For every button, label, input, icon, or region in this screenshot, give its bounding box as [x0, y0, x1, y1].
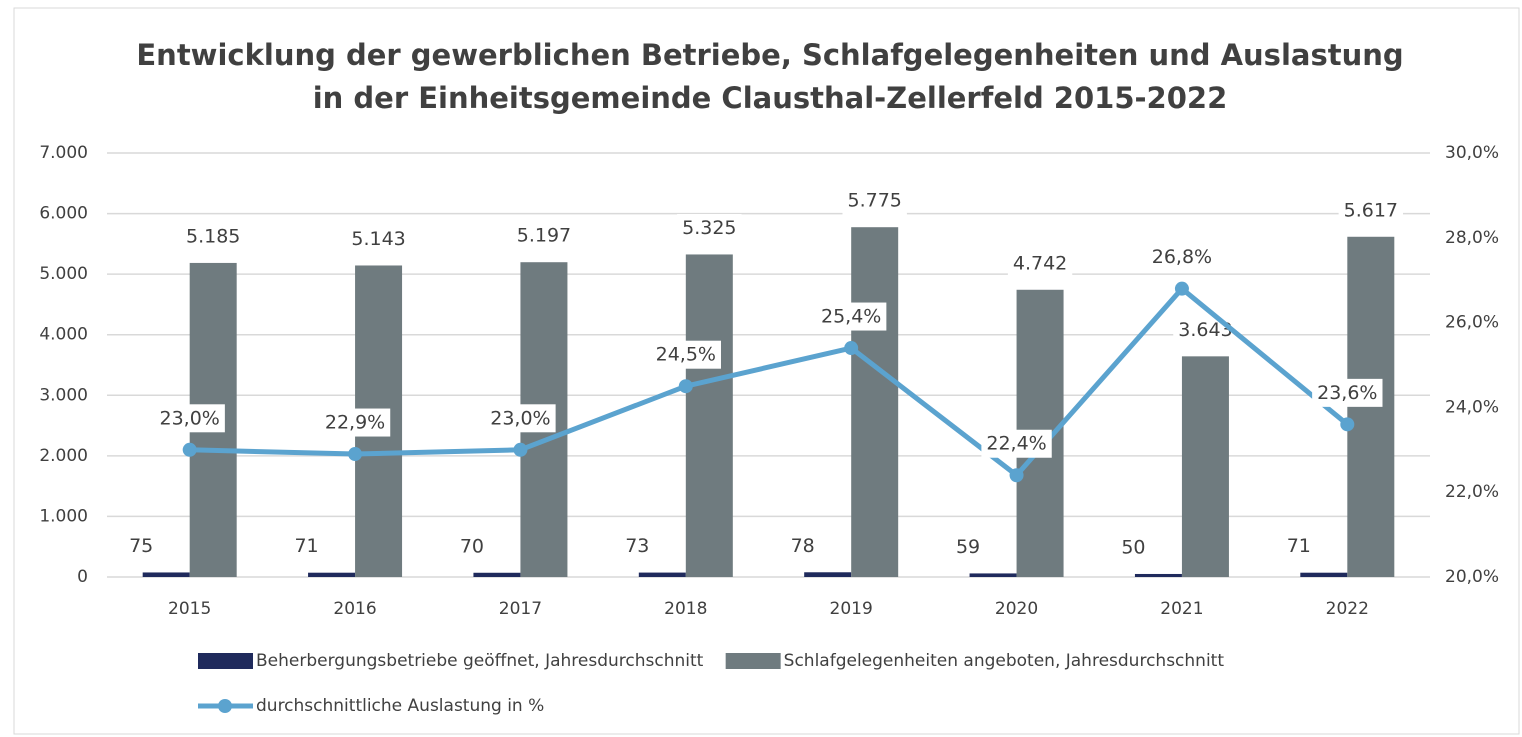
x-tick-label: 2022	[1326, 599, 1369, 619]
legend-swatch	[725, 653, 781, 669]
bar	[473, 572, 521, 577]
data-label: 5.617	[1344, 199, 1398, 221]
label-background	[677, 213, 742, 242]
chart-border	[13, 7, 1520, 735]
bar	[685, 254, 733, 577]
label-background	[816, 302, 887, 331]
y2-tick-label: 26,0%	[1445, 313, 1499, 333]
bar	[969, 573, 1017, 577]
x-tick-label: 2019	[830, 599, 873, 619]
line-point	[1340, 417, 1355, 432]
data-label: 23,0%	[160, 407, 220, 429]
data-label: 70	[460, 535, 484, 557]
data-label: 22,9%	[325, 412, 385, 434]
label-background	[650, 340, 721, 369]
y2-tick-label: 24,0%	[1445, 397, 1499, 417]
bar	[638, 572, 686, 577]
label-background	[154, 404, 225, 433]
data-label: 5.325	[682, 217, 736, 239]
data-label: 23,6%	[1317, 382, 1377, 404]
label-background	[511, 221, 577, 250]
x-tick-label: 2018	[664, 599, 707, 619]
bar	[1347, 236, 1395, 578]
chart-subtitle: in der Einheitsgemeinde Clausthal-Zeller…	[313, 81, 1228, 115]
data-label: 71	[294, 535, 318, 557]
label-background	[319, 408, 391, 437]
label-background	[346, 224, 411, 253]
y2-tick-label: 28,0%	[1445, 228, 1499, 248]
data-label: 5.185	[186, 225, 240, 247]
x-tick-label: 2017	[499, 599, 542, 619]
line-point	[678, 379, 693, 394]
line-point	[844, 341, 859, 356]
data-label: 59	[956, 536, 980, 558]
line-point	[1174, 281, 1189, 296]
chart-title: Entwicklung der gewerblichen Betriebe, S…	[136, 38, 1403, 72]
x-tick-label: 2020	[995, 599, 1038, 619]
y2-tick-label: 22,0%	[1445, 482, 1499, 502]
label-background	[1173, 315, 1238, 344]
y-tick-label: 6.000	[39, 204, 88, 224]
line-point	[1009, 468, 1024, 483]
bar	[142, 572, 190, 577]
x-tick-label: 2015	[168, 599, 211, 619]
data-label: 71	[1287, 535, 1311, 557]
data-label: 3.643	[1178, 319, 1232, 341]
data-label: 5.775	[847, 190, 901, 212]
data-label: 5.197	[517, 225, 571, 247]
x-tick-label: 2021	[1160, 599, 1203, 619]
label-background	[981, 429, 1052, 458]
label-background	[1146, 243, 1218, 272]
bar	[1181, 356, 1229, 577]
line	[189, 286, 1349, 478]
data-label: 73	[625, 535, 649, 557]
data-label: 26,8%	[1152, 246, 1212, 268]
data-label: 23,0%	[490, 407, 550, 429]
legend-label: durchschnittliche Auslastung in %	[256, 696, 544, 716]
data-label: 22,4%	[986, 433, 1046, 455]
label-background	[485, 404, 556, 433]
y2-tick-label: 20,0%	[1445, 567, 1499, 587]
line-point	[182, 442, 197, 457]
y2-tick-label: 30,0%	[1445, 143, 1499, 163]
legend-marker	[218, 699, 232, 713]
bar	[1300, 572, 1348, 577]
data-label: 5.143	[351, 228, 405, 250]
y-tick-label: 5.000	[39, 264, 88, 284]
legend-label: Schlafgelegenheiten angeboten, Jahresdur…	[784, 651, 1225, 671]
label-background	[842, 186, 907, 215]
data-label: 78	[791, 535, 815, 557]
label-background	[1312, 378, 1383, 407]
x-tick-label: 2016	[333, 599, 376, 619]
data-label: 75	[129, 535, 153, 557]
y-tick-label: 0	[77, 567, 88, 587]
bar	[804, 572, 852, 577]
legend-swatch	[198, 653, 253, 669]
bar	[1134, 573, 1182, 577]
bar	[851, 227, 899, 577]
bar	[308, 572, 356, 577]
label-background	[1007, 249, 1073, 278]
y-tick-label: 3.000	[39, 385, 88, 405]
y-tick-label: 4.000	[39, 325, 88, 345]
y-tick-label: 1.000	[39, 506, 88, 526]
data-label: 50	[1121, 536, 1145, 558]
data-label: 4.742	[1013, 252, 1067, 274]
y-tick-label: 7.000	[39, 143, 88, 163]
legend-label: Beherbergungsbetriebe geöffnet, Jahresdu…	[256, 651, 704, 671]
data-label: 25,4%	[821, 306, 881, 328]
label-background	[180, 222, 246, 251]
label-background	[1338, 196, 1404, 225]
line-point	[348, 447, 363, 462]
y-tick-label: 2.000	[39, 446, 88, 466]
line-point	[513, 442, 528, 457]
data-label: 24,5%	[656, 344, 716, 366]
